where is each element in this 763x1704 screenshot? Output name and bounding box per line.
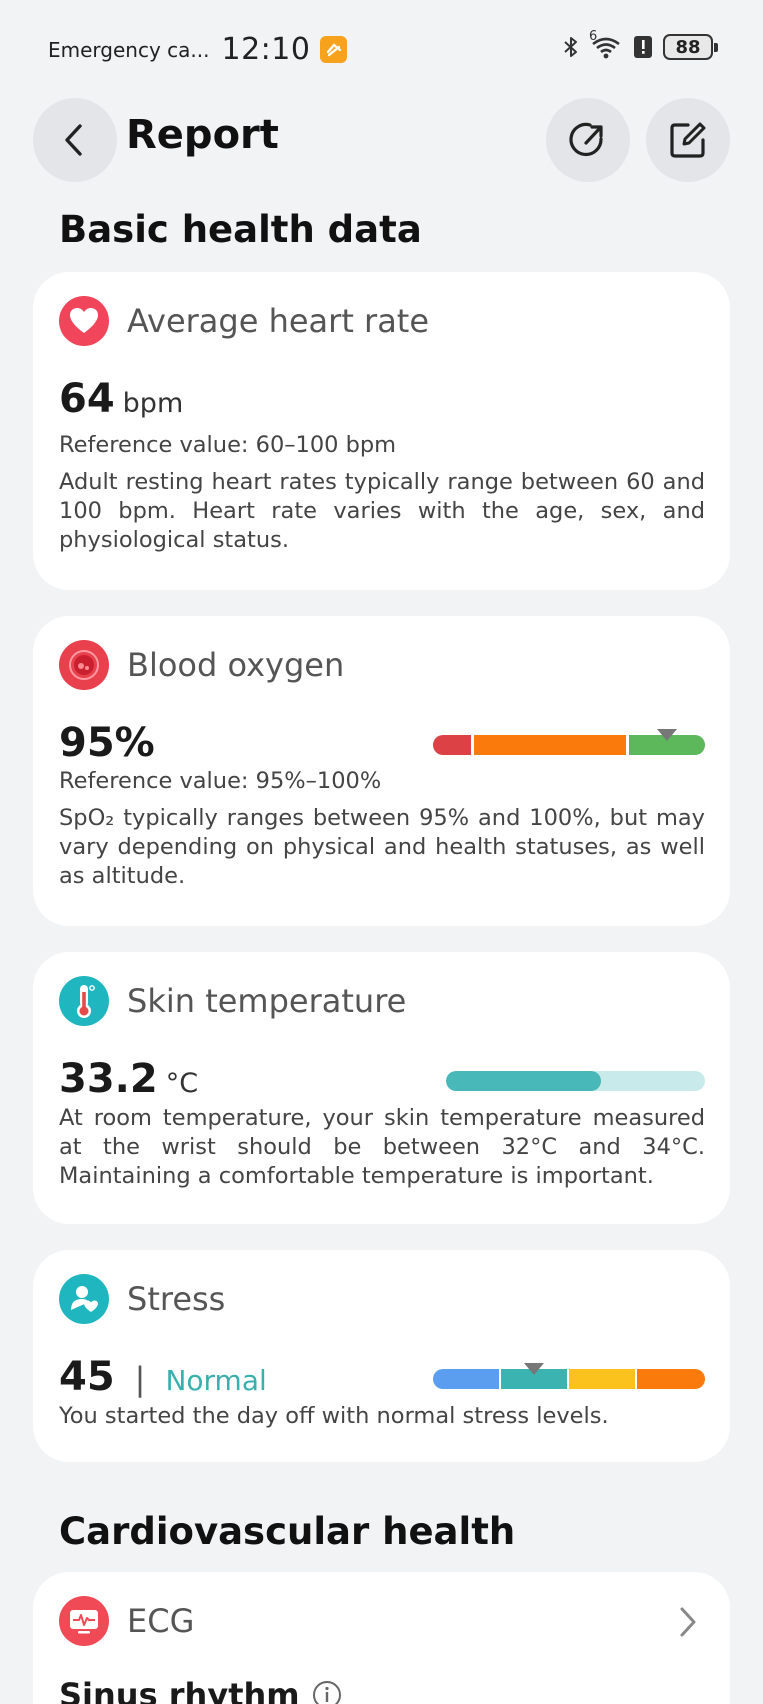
stress-person-icon	[59, 1274, 109, 1324]
stress-marker	[523, 1363, 544, 1375]
heart-rate-description: Adult resting heart rates typically rang…	[59, 469, 705, 553]
skin-temperature-gauge	[446, 1071, 705, 1091]
stress-separator: |	[134, 1360, 146, 1398]
stress-value-row: 45 | Normal	[59, 1354, 267, 1400]
blood-oxygen-value: 95%	[59, 720, 155, 766]
ecg-result-row: Sinus rhythm	[59, 1676, 342, 1704]
blood-oxygen-card[interactable]: Blood oxygen 95% Reference value: 95%–10…	[33, 616, 730, 926]
carrier-label: Emergency ca...	[48, 37, 210, 62]
heart-rate-reference: Reference value: 60–100 bpm	[59, 432, 397, 458]
thermometer-icon	[59, 976, 109, 1026]
section-title-cardio: Cardiovascular health	[59, 1510, 516, 1553]
back-button[interactable]	[33, 98, 117, 182]
alert-sim-icon	[633, 35, 653, 59]
app-header: Report	[0, 98, 763, 184]
blood-oxygen-reference: Reference value: 95%–100%	[59, 768, 382, 794]
status-bar: Emergency ca... 12:10 6 88	[0, 0, 763, 100]
blood-oxygen-title: Blood oxygen	[127, 646, 345, 684]
skin-temperature-card[interactable]: Skin temperature 33.2 °C At room temperat…	[33, 952, 730, 1224]
info-icon[interactable]	[312, 1680, 342, 1704]
gauge-segment-low	[433, 735, 471, 755]
stress-segment-medium	[569, 1369, 635, 1389]
stress-status: Normal	[165, 1364, 267, 1397]
blood-oxygen-description: SpO₂ typically ranges between 95% and 10…	[59, 805, 705, 889]
stress-segment-normal	[501, 1369, 567, 1389]
stress-segment-high	[637, 1369, 705, 1389]
skin-temperature-unit: °C	[165, 1068, 199, 1099]
ecg-result: Sinus rhythm	[59, 1676, 300, 1704]
share-button[interactable]	[546, 98, 630, 182]
notification-app-icon	[320, 36, 348, 63]
edit-button[interactable]	[646, 98, 730, 182]
share-icon	[569, 122, 603, 157]
page-title: Report	[126, 112, 279, 158]
skin-temperature-title: Skin temperature	[127, 982, 407, 1020]
stress-gauge	[433, 1369, 705, 1389]
heart-rate-card[interactable]: Average heart rate 64 bpm Reference value…	[33, 272, 730, 590]
wifi-icon: 6	[589, 29, 623, 59]
edit-icon	[670, 122, 706, 158]
section-title-basic: Basic health data	[59, 208, 422, 251]
heart-rate-value: 64	[59, 376, 115, 422]
heart-icon	[59, 296, 109, 346]
chevron-right-icon[interactable]	[678, 1606, 698, 1642]
ecg-card[interactable]: ECG Sinus rhythm	[33, 1572, 730, 1704]
chevron-left-icon	[65, 124, 82, 156]
heart-rate-value-row: 64 bpm	[59, 376, 183, 422]
skin-temperature-value: 33.2	[59, 1056, 158, 1102]
network-type-label: 6	[589, 29, 598, 44]
ecg-monitor-icon	[59, 1596, 109, 1646]
blood-oxygen-marker	[656, 729, 677, 741]
skin-temperature-value-row: 33.2 °C	[59, 1056, 198, 1102]
bluetooth-icon	[563, 35, 579, 59]
gauge-segment-normal	[629, 735, 705, 755]
ecg-title: ECG	[127, 1602, 195, 1640]
stress-value: 45	[59, 1354, 115, 1400]
heart-rate-unit: bpm	[122, 388, 184, 419]
stress-description: You started the day off with normal stre…	[59, 1403, 609, 1429]
stress-title: Stress	[127, 1280, 226, 1318]
battery-indicator: 88	[663, 34, 718, 60]
blood-oxygen-gauge	[433, 735, 705, 755]
gauge-segment-mid	[474, 735, 626, 755]
skin-temperature-fill	[446, 1071, 602, 1091]
skin-temperature-description: At room temperature, your skin temperatu…	[59, 1105, 705, 1189]
blood-cell-icon	[59, 640, 109, 690]
stress-card[interactable]: Stress 45 | Normal You started the day o…	[33, 1250, 730, 1462]
heart-rate-title: Average heart rate	[127, 302, 430, 340]
clock: 12:10	[221, 32, 311, 67]
stress-segment-relaxed	[433, 1369, 499, 1389]
